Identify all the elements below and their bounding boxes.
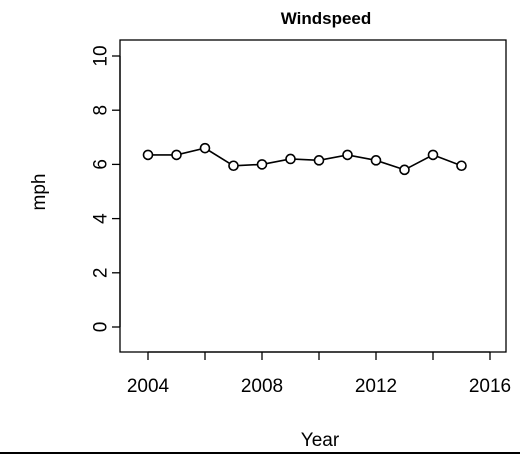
data-point xyxy=(399,164,410,176)
data-point xyxy=(427,149,439,161)
data-point xyxy=(199,142,211,154)
series-line xyxy=(148,147,462,171)
y-axis-title: mph xyxy=(29,174,50,211)
y-tick-label: 2 xyxy=(91,268,112,279)
data-point xyxy=(370,155,382,166)
x-tick-label: 2008 xyxy=(241,376,283,397)
y-tick-label: 10 xyxy=(91,45,112,66)
y-tick-label: 4 xyxy=(91,213,112,224)
data-point xyxy=(342,149,353,161)
y-tick-label: 8 xyxy=(91,105,112,116)
x-axis-title: Year xyxy=(301,430,340,451)
data-point xyxy=(285,153,296,165)
series-windspeed xyxy=(142,142,467,176)
data-point xyxy=(256,159,268,170)
data-point xyxy=(142,149,154,161)
data-point xyxy=(456,160,467,172)
data-point xyxy=(313,155,325,166)
x-tick-label: 2016 xyxy=(469,376,511,397)
x-axis: 2004 2008 2012 2016 xyxy=(127,351,511,397)
x-tick-label: 2012 xyxy=(355,376,397,397)
plot-frame xyxy=(119,39,507,353)
y-tick-label: 0 xyxy=(91,322,112,333)
x-tick-label: 2004 xyxy=(127,376,170,397)
data-point xyxy=(171,149,182,161)
chart-title: Windspeed xyxy=(281,9,372,28)
y-tick-label: 6 xyxy=(91,159,112,170)
data-point xyxy=(228,160,239,172)
y-axis: 0 2 4 6 8 10 xyxy=(91,45,121,333)
